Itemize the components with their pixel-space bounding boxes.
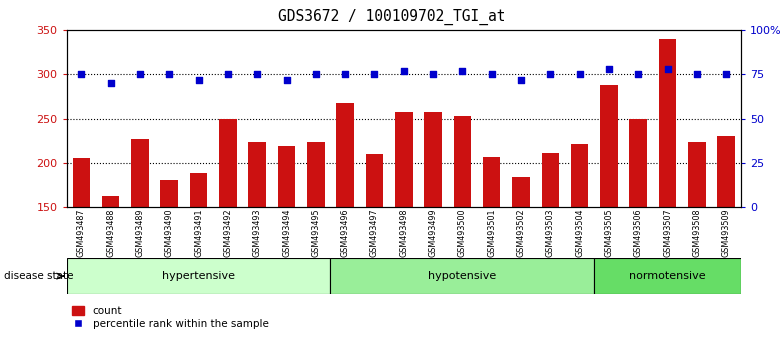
Bar [161,180,178,207]
Point [632,72,644,77]
Bar [594,258,741,294]
Point [310,72,322,77]
Point [251,72,263,77]
Bar [717,136,735,207]
Point [222,72,234,77]
Point [573,72,586,77]
Bar [659,39,677,207]
Point [339,72,351,77]
Bar [331,258,594,294]
Point [720,72,732,77]
Bar [249,142,266,207]
Text: hypotensive: hypotensive [428,271,496,281]
Legend: count, percentile rank within the sample: count, percentile rank within the sample [72,306,269,329]
Bar [131,139,149,207]
Bar [365,154,383,207]
Bar [542,153,559,207]
Bar [67,258,331,294]
Bar [630,119,647,207]
Point [426,72,439,77]
Point [192,77,205,82]
Point [515,77,528,82]
Point [603,66,615,72]
Bar [424,113,442,207]
Bar [102,195,119,207]
Point [368,72,381,77]
Point [280,77,292,82]
Point [75,72,88,77]
Point [662,66,674,72]
Bar [454,116,471,207]
Point [133,72,146,77]
Bar [688,142,706,207]
Point [691,72,703,77]
Bar [336,103,354,207]
Point [397,68,410,74]
Text: disease state: disease state [4,271,74,281]
Bar [307,142,325,207]
Point [544,72,557,77]
Point [104,80,117,86]
Bar [601,85,618,207]
Point [456,68,469,74]
Bar [512,177,530,207]
Bar [190,173,207,207]
Point [163,72,176,77]
Bar [395,112,412,207]
Bar [571,144,589,207]
Bar [219,119,237,207]
Text: GDS3672 / 100109702_TGI_at: GDS3672 / 100109702_TGI_at [278,9,506,25]
Bar [72,159,90,207]
Bar [483,156,500,207]
Text: normotensive: normotensive [630,271,706,281]
Bar [278,146,296,207]
Point [485,72,498,77]
Text: hypertensive: hypertensive [162,271,235,281]
